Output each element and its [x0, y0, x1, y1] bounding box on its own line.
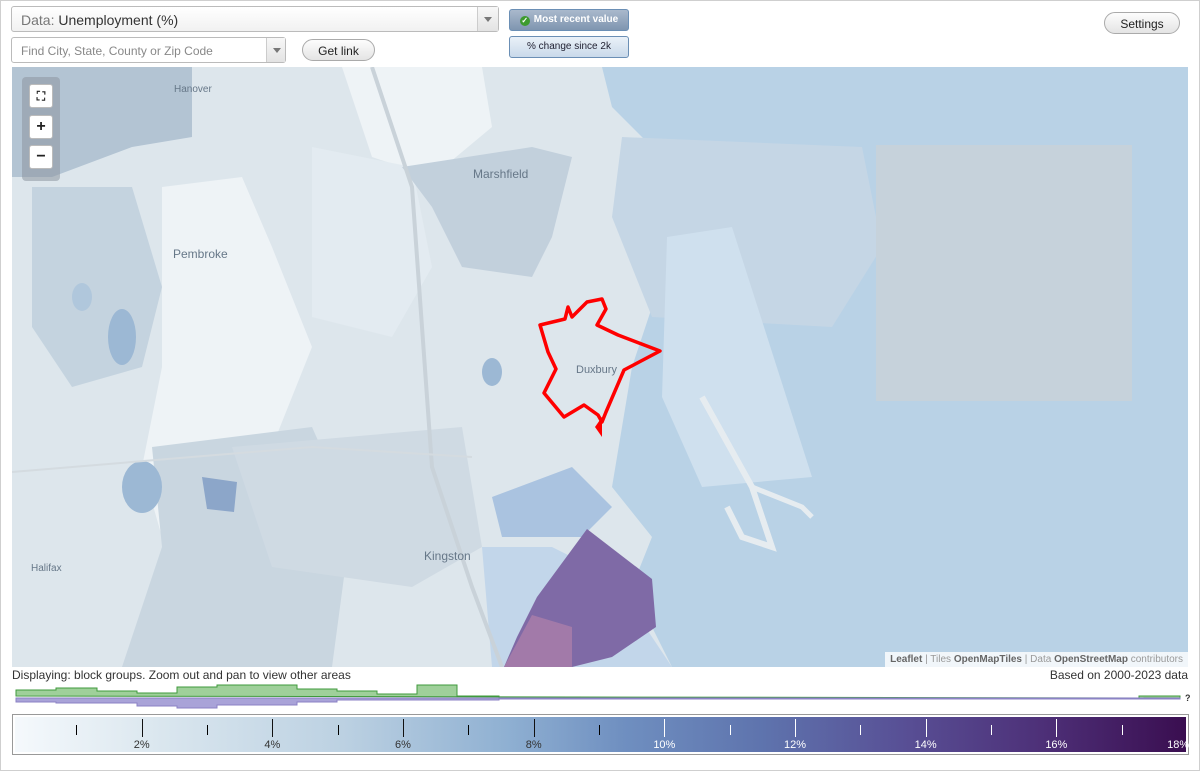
legend-gradient — [15, 717, 1186, 752]
legend-label: 4% — [264, 739, 281, 751]
place-label: Halifax — [31, 563, 62, 574]
legend-label: 6% — [395, 739, 411, 751]
color-legend: 2% 4% 6% 8% 10% 12% 14% 16% 18% — [12, 714, 1189, 755]
legend-label: 18% — [1167, 739, 1190, 751]
legend-tick — [729, 725, 731, 735]
map-attribution: Leaflet | Tiles OpenMapTiles | Data Open… — [885, 652, 1188, 667]
legend-label: 16% — [1045, 739, 1068, 751]
legend-tick — [468, 725, 470, 735]
map-view[interactable]: ⛶ + − Hanover Marshfield Pembroke Duxbur… — [12, 67, 1188, 667]
pct-change-toggle[interactable]: % change since 2k — [509, 36, 629, 58]
based-on-text: Based on 2000-2023 data — [1049, 668, 1188, 682]
data-select-text: Data: Unemployment (%) — [21, 12, 179, 28]
distribution-histogram: ? — [15, 684, 1191, 709]
legend-tick — [1121, 725, 1123, 735]
legend-tick — [795, 719, 796, 737]
location-search[interactable] — [11, 37, 286, 64]
leaflet-link[interactable]: Leaflet — [890, 654, 923, 665]
zoom-control: ⛶ + − — [22, 77, 60, 181]
place-label: Hanover — [174, 84, 212, 95]
legend-label: 8% — [525, 739, 542, 751]
place-label: Marshfield — [473, 167, 529, 181]
legend-label: 12% — [783, 739, 807, 751]
legend-tick — [337, 725, 339, 735]
search-input[interactable] — [12, 38, 273, 64]
data-select[interactable]: Data: Unemployment (%) — [11, 6, 499, 32]
chevron-down-icon[interactable] — [266, 38, 285, 62]
settings-button[interactable]: Settings — [1104, 12, 1180, 34]
legend-tick — [272, 719, 274, 737]
legend-tick — [141, 719, 143, 737]
legend-tick — [1056, 719, 1058, 737]
zoom-out-button[interactable]: − — [29, 145, 53, 169]
most-recent-label: Most recent value — [533, 14, 619, 25]
legend-tick — [925, 719, 927, 737]
openmaptiles-link[interactable]: OpenMapTiles — [953, 654, 1022, 665]
fullscreen-icon[interactable]: ⛶ — [29, 84, 53, 108]
legend-tick — [76, 725, 78, 735]
most-recent-toggle[interactable]: ✓ Most recent value — [509, 9, 629, 31]
legend-label: 2% — [133, 739, 150, 751]
displaying-text: Displaying: block groups. Zoom out and p… — [12, 668, 351, 682]
legend-tick — [533, 719, 535, 737]
place-label: Duxbury — [576, 364, 617, 376]
legend-label: 10% — [653, 739, 676, 751]
openstreetmap-link[interactable]: OpenStreetMap — [1054, 654, 1128, 665]
get-link-button[interactable]: Get link — [302, 39, 375, 61]
legend-tick — [207, 725, 208, 735]
legend-label: 14% — [914, 739, 937, 751]
legend-tick — [991, 725, 992, 735]
zoom-in-button[interactable]: + — [29, 115, 53, 139]
legend-tick — [1187, 719, 1188, 737]
histogram-marker: ? — [1185, 693, 1191, 703]
legend-tick — [599, 725, 600, 735]
place-label: Kingston — [424, 549, 471, 563]
legend-tick — [664, 719, 666, 737]
legend-tick — [403, 719, 404, 737]
check-icon: ✓ — [519, 16, 530, 26]
map-canvas[interactable] — [12, 67, 1188, 667]
place-label: Pembroke — [173, 247, 228, 261]
chevron-down-icon[interactable] — [477, 7, 498, 31]
legend-tick — [860, 725, 862, 735]
